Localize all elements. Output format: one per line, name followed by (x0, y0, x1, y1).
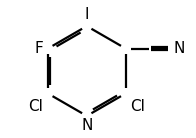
Text: N: N (81, 118, 93, 133)
Text: Cl: Cl (130, 99, 145, 114)
Text: F: F (35, 41, 43, 56)
Text: Cl: Cl (28, 99, 43, 114)
Text: I: I (84, 7, 89, 22)
Text: N: N (173, 41, 185, 56)
